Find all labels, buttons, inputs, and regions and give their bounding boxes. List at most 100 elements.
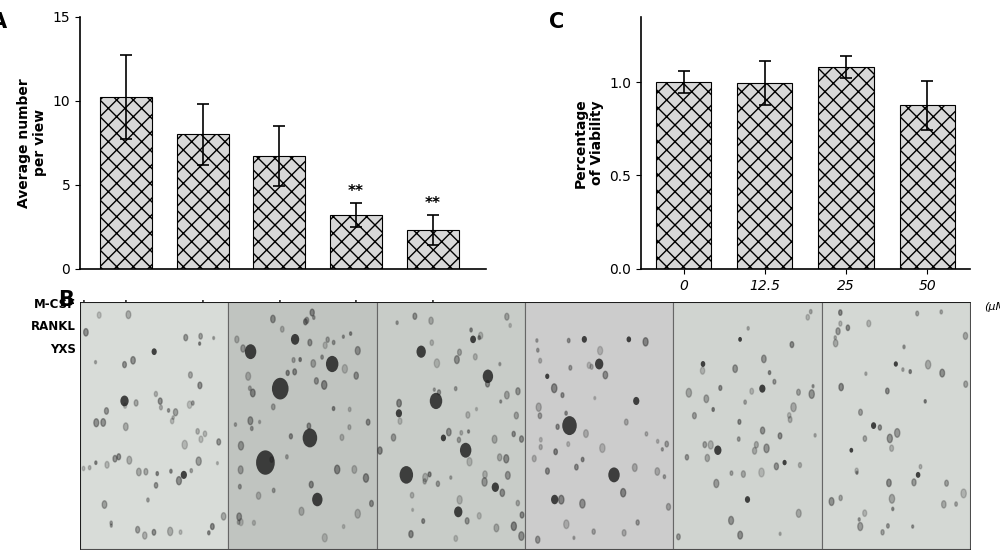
- Circle shape: [889, 494, 895, 503]
- Ellipse shape: [483, 370, 493, 383]
- Circle shape: [433, 388, 435, 391]
- Bar: [673, 302, 822, 549]
- Ellipse shape: [871, 422, 876, 429]
- Circle shape: [505, 391, 509, 399]
- Circle shape: [532, 455, 536, 462]
- Circle shape: [590, 365, 593, 369]
- Circle shape: [916, 311, 919, 316]
- Circle shape: [788, 413, 791, 418]
- Circle shape: [196, 457, 201, 465]
- Text: A: A: [0, 12, 7, 32]
- Y-axis label: Average number
per view: Average number per view: [17, 78, 47, 208]
- Circle shape: [846, 325, 850, 330]
- Circle shape: [584, 430, 588, 437]
- Circle shape: [661, 447, 663, 451]
- Circle shape: [154, 391, 157, 396]
- Circle shape: [454, 535, 458, 542]
- Circle shape: [311, 360, 316, 367]
- Bar: [177, 134, 229, 269]
- Circle shape: [272, 488, 275, 493]
- Ellipse shape: [759, 385, 765, 393]
- Circle shape: [467, 458, 472, 466]
- Ellipse shape: [396, 409, 402, 417]
- Bar: [407, 230, 459, 269]
- Circle shape: [348, 425, 351, 430]
- Circle shape: [881, 530, 884, 535]
- Ellipse shape: [430, 393, 442, 409]
- Ellipse shape: [256, 450, 275, 475]
- Text: +: +: [198, 297, 208, 311]
- Circle shape: [686, 389, 691, 397]
- Circle shape: [598, 347, 603, 355]
- Circle shape: [536, 403, 541, 412]
- Circle shape: [97, 312, 101, 318]
- Circle shape: [213, 337, 215, 339]
- Circle shape: [88, 465, 91, 470]
- Circle shape: [190, 469, 192, 473]
- Circle shape: [292, 358, 295, 362]
- Circle shape: [737, 437, 740, 441]
- Circle shape: [773, 379, 776, 384]
- Ellipse shape: [633, 397, 639, 405]
- Circle shape: [714, 479, 719, 488]
- Circle shape: [569, 366, 572, 370]
- Circle shape: [127, 456, 132, 464]
- Circle shape: [645, 432, 648, 436]
- Circle shape: [878, 425, 881, 430]
- Circle shape: [237, 520, 240, 524]
- Circle shape: [184, 334, 188, 340]
- Circle shape: [335, 465, 340, 474]
- Circle shape: [322, 381, 327, 389]
- Circle shape: [286, 455, 288, 459]
- Circle shape: [332, 407, 335, 410]
- Circle shape: [423, 479, 426, 484]
- Circle shape: [504, 455, 509, 463]
- Ellipse shape: [738, 337, 742, 342]
- Bar: [656, 82, 711, 269]
- Circle shape: [458, 349, 461, 356]
- Text: +: +: [351, 320, 361, 333]
- Circle shape: [447, 428, 451, 436]
- Circle shape: [798, 463, 801, 468]
- Circle shape: [460, 431, 463, 435]
- Circle shape: [246, 372, 251, 380]
- Text: +: +: [121, 297, 131, 311]
- Circle shape: [581, 458, 584, 461]
- Circle shape: [437, 390, 441, 395]
- Circle shape: [409, 531, 413, 538]
- Circle shape: [350, 332, 352, 335]
- Circle shape: [299, 358, 301, 362]
- Text: +: +: [274, 320, 284, 333]
- Text: 12.5: 12.5: [342, 343, 371, 356]
- Circle shape: [342, 335, 344, 338]
- Circle shape: [238, 466, 243, 474]
- Circle shape: [123, 423, 128, 431]
- Circle shape: [198, 382, 202, 389]
- Text: -: -: [124, 343, 128, 356]
- Circle shape: [940, 310, 942, 314]
- Circle shape: [234, 423, 237, 426]
- Circle shape: [217, 439, 221, 445]
- Circle shape: [397, 399, 401, 407]
- Circle shape: [170, 469, 172, 473]
- Circle shape: [241, 345, 245, 352]
- Circle shape: [700, 367, 705, 374]
- Circle shape: [778, 433, 782, 439]
- Circle shape: [455, 356, 459, 363]
- Circle shape: [238, 441, 244, 450]
- Ellipse shape: [492, 483, 499, 492]
- Circle shape: [573, 536, 575, 539]
- Circle shape: [137, 468, 141, 476]
- Circle shape: [858, 518, 860, 521]
- Circle shape: [863, 510, 867, 516]
- Circle shape: [833, 339, 838, 347]
- Circle shape: [423, 473, 428, 482]
- Ellipse shape: [551, 495, 558, 504]
- Circle shape: [961, 489, 966, 498]
- Circle shape: [516, 500, 519, 506]
- Circle shape: [624, 419, 628, 425]
- Circle shape: [168, 527, 173, 536]
- Circle shape: [603, 371, 608, 379]
- Circle shape: [436, 481, 440, 487]
- Circle shape: [239, 519, 243, 526]
